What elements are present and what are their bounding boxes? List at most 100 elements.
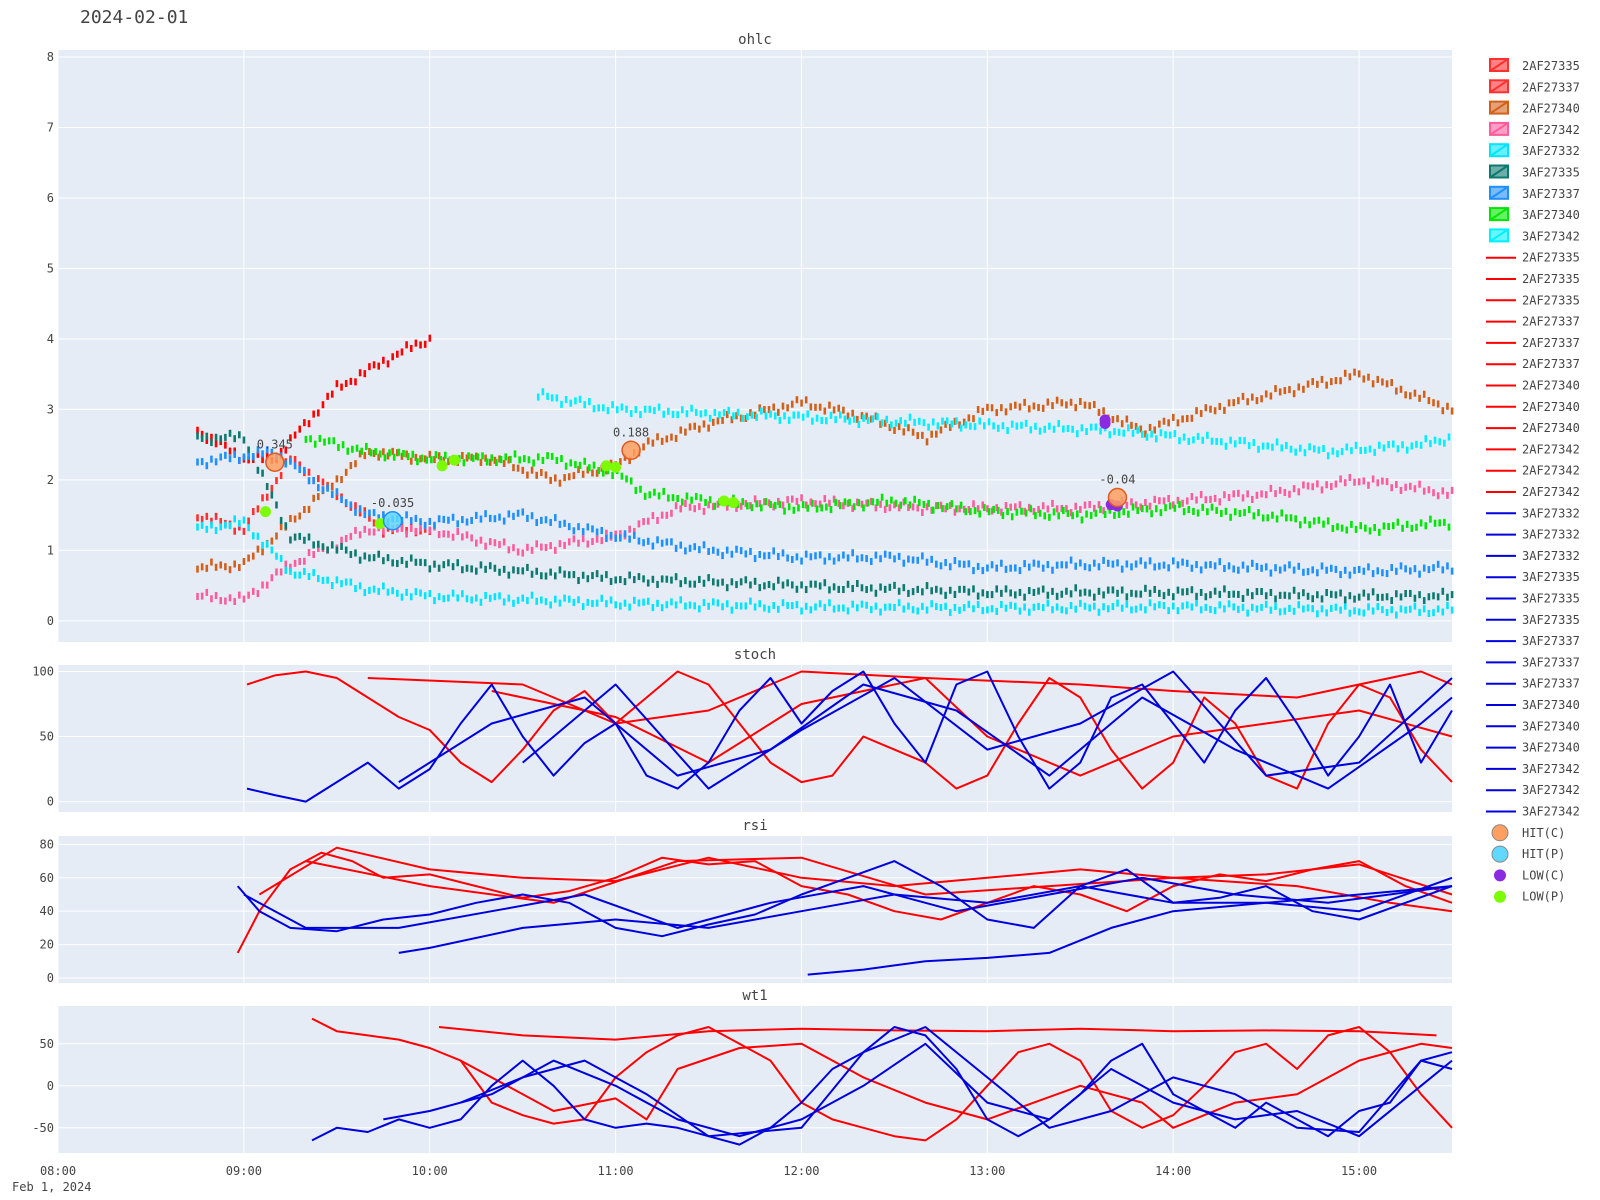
ohlc-candle — [526, 543, 529, 551]
ohlc-candle — [549, 542, 552, 550]
ohlc-candle — [939, 562, 943, 570]
ohlc-candle — [1269, 569, 1273, 577]
ohlc-candle — [851, 600, 854, 608]
ohlc-candle — [279, 523, 283, 531]
ohlc-candle — [1014, 591, 1017, 599]
ohlc-candle — [837, 404, 841, 412]
ohlc-candle — [591, 600, 594, 608]
ohlc-candle — [1302, 481, 1305, 489]
ohlc-candle — [814, 403, 817, 411]
ohlc-candle — [955, 417, 958, 425]
ohlc-candle — [829, 411, 833, 419]
ohlc-candle — [632, 527, 636, 536]
ohlc-candle — [911, 428, 915, 436]
ohlc-candle — [219, 597, 223, 605]
ohlc-candle — [1192, 436, 1195, 444]
ohlc-candle — [1427, 609, 1431, 617]
ohlc-candle — [1117, 510, 1121, 518]
ohlc-candle — [484, 592, 487, 600]
ohlc-candle — [583, 401, 587, 409]
ohlc-candle — [931, 418, 935, 426]
ohlc-candle — [238, 431, 241, 439]
ohlc-candle — [447, 594, 450, 602]
ohlc-candle — [1354, 525, 1358, 533]
ohlc-candle — [763, 604, 766, 612]
ohlc-candle — [242, 453, 246, 461]
ohlc-candle — [1312, 445, 1316, 453]
ohlc-candle — [600, 537, 604, 545]
ohlc-candle — [563, 474, 566, 482]
ohlc-candle — [312, 550, 315, 559]
ohlc-candle — [544, 572, 548, 580]
ohlc-candle — [1066, 509, 1070, 517]
ohlc-candle — [967, 588, 971, 596]
ohlc-candle — [409, 344, 413, 353]
ohlc-candle — [354, 526, 357, 534]
ohlc-candle — [595, 599, 599, 607]
ohlc-candle — [256, 532, 260, 540]
ohlc-candle — [368, 586, 371, 594]
ohlc-candle — [309, 435, 312, 443]
ohlc-candle — [1353, 368, 1356, 376]
ohlc-candle — [1441, 487, 1445, 495]
ohlc-candle — [247, 524, 250, 532]
hit-marker — [621, 440, 641, 461]
ohlc-candle — [270, 546, 274, 554]
ohlc-candle — [911, 503, 915, 511]
ohlc-candle — [869, 606, 873, 614]
ohlc-candle — [823, 495, 827, 503]
ohlc-candle — [777, 552, 780, 561]
ohlc-candle — [981, 589, 985, 597]
ohlc-candle — [512, 599, 515, 607]
ohlc-candle — [1260, 603, 1263, 612]
ohlc-candle — [1097, 563, 1101, 571]
legend-item: 3AF27337 — [1486, 634, 1580, 648]
ohlc-candle — [990, 561, 994, 569]
ohlc-candle — [809, 498, 813, 506]
ohlc-candle — [1199, 566, 1203, 574]
legend-item: 3AF27332 — [1489, 143, 1580, 158]
ohlc-candle — [674, 434, 678, 442]
y-tick-label: 4 — [47, 332, 54, 346]
ohlc-candle — [656, 599, 659, 607]
legend-item: 3AF27337 — [1486, 655, 1580, 669]
ohlc-candle — [605, 571, 608, 579]
legend-hit-swatch — [1491, 845, 1509, 863]
ohlc-candle — [335, 475, 339, 483]
ohlc-candle — [493, 564, 497, 572]
legend-candle-diagonal — [1489, 185, 1509, 200]
ohlc-candle — [727, 406, 731, 414]
ohlc-candle — [1102, 591, 1105, 599]
ohlc-candle — [256, 446, 260, 454]
legend-label: HIT(P) — [1522, 847, 1565, 861]
ohlc-candle — [307, 533, 311, 541]
ohlc-candle — [523, 455, 526, 463]
ohlc-candle — [907, 589, 910, 597]
ohlc-candle — [1111, 602, 1115, 611]
ohlc-candle — [1032, 507, 1036, 516]
ohlc-candle — [981, 501, 985, 509]
ohlc-candle — [753, 603, 757, 611]
ohlc-candle — [888, 551, 892, 559]
ohlc-candle — [1014, 602, 1017, 610]
ohlc-candle — [944, 420, 947, 428]
ohlc-candle — [848, 417, 851, 425]
ohlc-candle — [1283, 387, 1287, 395]
ohlc-candle — [778, 500, 782, 508]
ohlc-candle — [196, 514, 199, 522]
ohlc-candle — [1218, 590, 1222, 598]
ohlc-candle — [1127, 510, 1130, 518]
ohlc-candle — [1099, 505, 1102, 513]
ohlc-candle — [646, 517, 650, 525]
ohlc-candle — [693, 602, 696, 610]
ohlc-candle — [815, 414, 819, 422]
ohlc-candle — [1317, 516, 1321, 524]
ohlc-candle — [1027, 405, 1031, 413]
ohlc-candle — [303, 536, 306, 544]
ohlc-candle — [676, 494, 679, 503]
ohlc-candle — [838, 502, 842, 510]
ohlc-candle — [535, 540, 539, 548]
legend-candle-diagonal — [1489, 58, 1509, 72]
ohlc-candle — [1274, 490, 1277, 498]
